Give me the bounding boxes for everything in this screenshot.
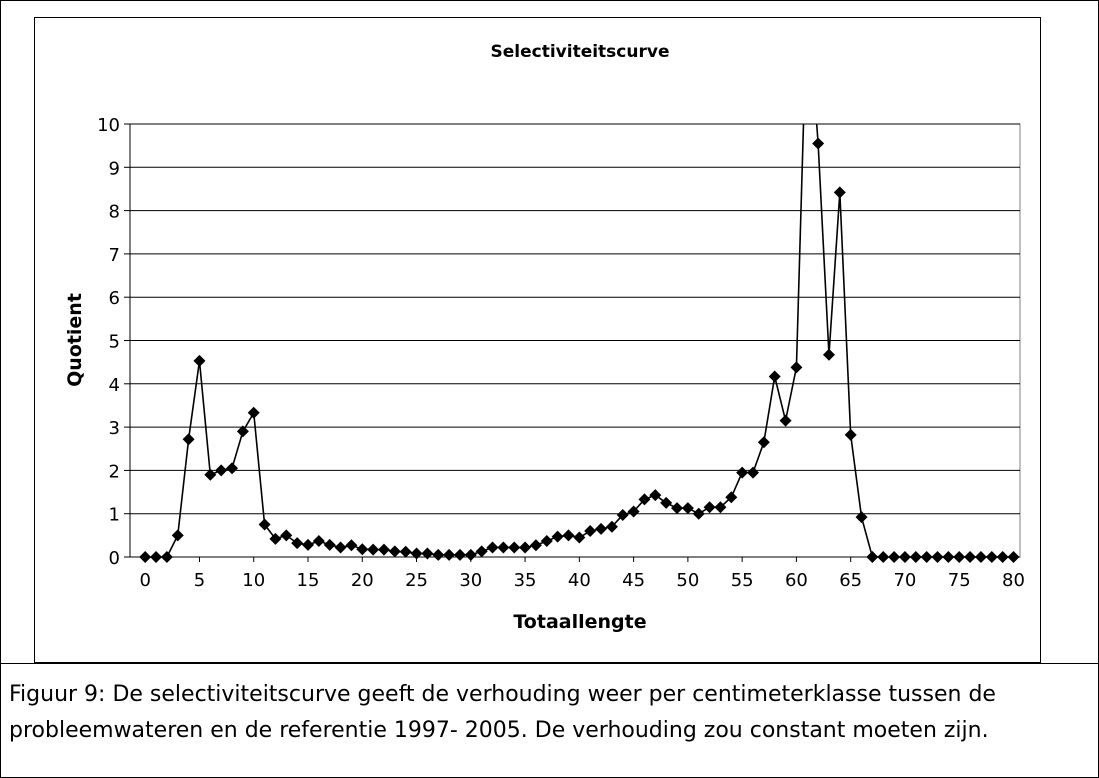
data-point [833, 186, 846, 199]
x-tick-label: 25 [405, 570, 428, 591]
x-tick-label: 80 [1002, 570, 1025, 591]
data-point [443, 548, 456, 561]
data-point [432, 548, 445, 561]
data-point [171, 529, 184, 542]
data-point [291, 537, 304, 550]
y-tick-label: 3 [109, 418, 120, 439]
data-point [258, 518, 271, 531]
x-tick-label: 0 [139, 570, 150, 591]
data-point [822, 348, 835, 361]
data-point [540, 534, 553, 547]
x-tick-label: 35 [514, 570, 537, 591]
data-point [616, 508, 629, 521]
data-point [226, 462, 239, 475]
data-point [399, 545, 412, 558]
data-point [779, 414, 792, 427]
x-tick-label: 15 [297, 570, 320, 591]
y-tick-label: 4 [109, 375, 120, 396]
data-point [681, 502, 694, 515]
data-point [302, 538, 314, 551]
data-point [377, 543, 390, 556]
data-point [562, 529, 575, 542]
x-tick-label: 20 [351, 570, 374, 591]
x-tick-label: 55 [731, 570, 754, 591]
y-tick-label: 8 [109, 202, 120, 223]
y-tick-label: 1 [109, 505, 120, 526]
data-point [725, 491, 738, 504]
separator [1, 663, 1098, 664]
data-point [247, 406, 260, 419]
data-point [844, 428, 857, 441]
y-axis-label: Quotient [64, 293, 86, 387]
x-tick-label: 65 [839, 570, 862, 591]
data-point [595, 522, 608, 535]
x-tick-label: 75 [948, 570, 971, 591]
data-point [812, 137, 825, 150]
data-point [627, 505, 640, 518]
x-axis-label: Totaallengte [513, 611, 646, 633]
x-tick-label: 40 [568, 570, 591, 591]
data-point [486, 541, 499, 554]
data-point [855, 511, 868, 524]
data-point [323, 538, 336, 551]
data-point [193, 354, 206, 367]
x-tick-label: 5 [194, 570, 205, 591]
data-point [757, 436, 770, 449]
plot-area [139, 124, 1020, 563]
data-point [269, 532, 282, 545]
series-line [145, 124, 1014, 558]
x-tick-label: 50 [676, 570, 699, 591]
x-tick-label: 45 [622, 570, 645, 591]
data-point [497, 541, 510, 554]
data-point [464, 548, 477, 561]
data-point [182, 433, 195, 446]
data-point [519, 541, 532, 554]
data-point [714, 501, 727, 514]
data-point [280, 529, 293, 542]
data-point [421, 547, 434, 560]
data-point [671, 502, 684, 515]
data-point [475, 545, 488, 558]
y-tick-label: 10 [97, 115, 120, 136]
data-point [768, 370, 781, 383]
y-tick-label: 7 [109, 245, 120, 266]
x-tick-label: 30 [459, 570, 482, 591]
y-tick-label: 2 [109, 461, 120, 482]
y-tick-label: 5 [109, 332, 120, 353]
data-point [236, 425, 249, 438]
x-tick-label: 10 [242, 570, 265, 591]
data-point [605, 520, 618, 533]
data-point [736, 466, 749, 479]
figure-caption: Figuur 9: De selectiviteitscurve geeft d… [9, 682, 996, 743]
data-point [453, 548, 466, 561]
data-point [649, 489, 662, 502]
data-point [345, 539, 358, 552]
data-point [790, 361, 803, 374]
data-point [334, 541, 347, 554]
data-point [508, 541, 521, 554]
data-point [660, 496, 673, 509]
data-point [388, 545, 401, 558]
data-point [204, 468, 217, 481]
data-point [367, 543, 380, 556]
data-point [312, 534, 325, 547]
chart-frame [34, 17, 1041, 663]
y-tick-label: 9 [109, 158, 120, 179]
data-point [747, 466, 759, 479]
chart-title: Selectiviteitscurve [491, 42, 670, 62]
x-tick-label: 70 [893, 570, 916, 591]
y-tick-label: 0 [109, 548, 120, 569]
data-point [356, 543, 369, 556]
data-point [551, 530, 564, 543]
y-tick-label: 6 [109, 288, 120, 309]
data-point [638, 493, 651, 506]
chart: Selectiviteitscurve Totaallengte Quotien… [64, 42, 1025, 633]
data-point [573, 531, 586, 544]
data-point [584, 525, 597, 538]
data-point [703, 501, 716, 514]
x-tick-label: 60 [785, 570, 808, 591]
data-point [529, 539, 542, 552]
